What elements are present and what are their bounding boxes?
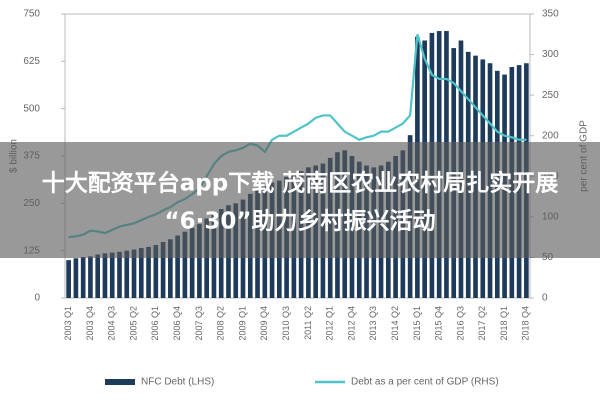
x-tick-label: 2009 Q1 [237,306,247,341]
x-tick-label: 2017 Q2 [477,306,487,341]
bar [204,218,210,298]
bar [88,256,93,298]
x-tick-label: 2014 Q2 [390,306,400,341]
bar [109,252,115,298]
y2-tick-label: 350 [542,9,559,20]
bar [102,253,108,298]
bar [95,254,101,298]
banner-text: “6·30”助力乡村振兴活动 [165,208,436,235]
x-tick-label: 2015 Q4 [434,306,444,341]
bar [66,260,71,298]
banner-text: 十大配资平台app下载 茂南区农业农村局扎实开展 [42,170,558,197]
bar [131,249,137,298]
x-tick-label: 2012 Q1 [325,306,335,341]
bar [168,239,173,298]
x-tick-label: 2018 Q1 [499,306,509,341]
legend-label: Debt as a per cent of GDP (RHS) [351,377,499,388]
y2-tick-label: 200 [542,130,559,141]
banner: 十大配资平台app下载 茂南区农业农村局扎实开展 “6·30”助力乡村振兴活动 [0,142,600,258]
x-tick-label: 2004 Q3 [107,306,117,341]
x-tick-label: 2013 Q3 [368,306,378,341]
x-tick-label: 2006 Q1 [150,306,160,341]
y2-tick-label: 0 [542,293,548,304]
x-tick-label: 2012 Q4 [346,306,356,341]
y-tick-label: 625 [23,56,40,67]
x-tick-label: 2015 Q1 [412,306,422,341]
x-tick-label: 2018 Q4 [521,306,531,341]
y-tick-label: 0 [34,293,40,304]
bar [182,231,188,298]
bar [117,251,122,298]
legend-label: NFC Debt (LHS) [141,377,214,388]
x-tick-label: 2010 Q3 [281,306,291,341]
y2-tick-label: 300 [542,49,559,60]
bar [160,241,166,298]
x-tick-label: 2011 Q2 [303,306,313,340]
x-tick-label: 2007 Q3 [194,306,204,341]
bar [189,227,195,298]
bar [175,235,180,298]
bar [73,258,79,298]
banner-background [0,142,600,258]
bar [80,257,86,298]
x-tick-label: 2003 Q4 [85,306,95,341]
bar [124,250,130,298]
x-tick-label: 2006 Q4 [172,306,182,341]
x-tick-label: 2008 Q2 [216,306,226,341]
legend-swatch [105,379,135,385]
bar [138,248,144,298]
y-tick-label: 500 [23,103,40,114]
x-tick-label: 2005 Q2 [128,306,138,341]
bar [197,224,202,298]
bar [146,246,151,298]
x-tick-label: 2016 Q3 [455,306,465,341]
y2-tick-label: 250 [542,90,559,101]
x-tick-label: 2003 Q1 [63,306,73,341]
bar [153,244,159,298]
x-tick-label: 2009 Q4 [259,306,269,341]
y-tick-label: 750 [23,9,40,20]
